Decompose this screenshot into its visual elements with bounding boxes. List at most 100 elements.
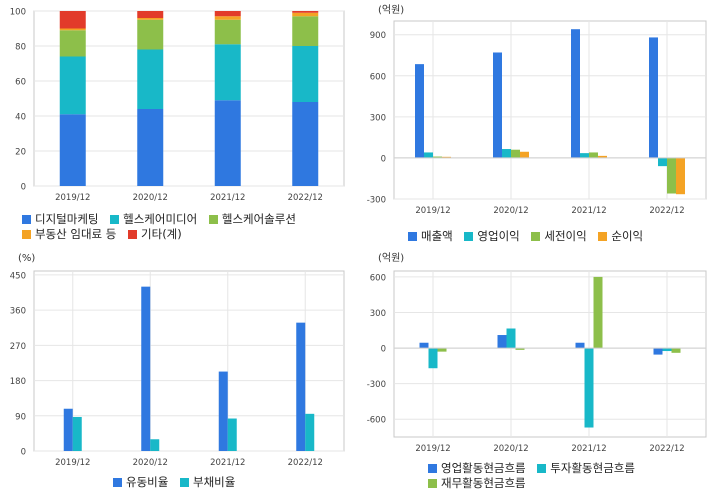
y-tick-label: 90 xyxy=(15,412,26,422)
bar xyxy=(575,342,585,349)
bar xyxy=(424,152,433,158)
bar xyxy=(497,335,507,349)
legend-label: 투자활동현금흐름 xyxy=(550,461,635,475)
x-tick-label: 2021/12 xyxy=(571,444,606,454)
legend-item: 투자활동현금흐름 xyxy=(537,461,635,476)
y-tick-label: -300 xyxy=(367,380,386,390)
legend-label: 순이익 xyxy=(611,229,644,243)
legend-label: 유동비율 xyxy=(126,475,169,489)
legend-item: 헬스케어솔루션 xyxy=(208,212,296,227)
x-tick-label: 2020/12 xyxy=(493,444,528,454)
x-tick-label: 2020/12 xyxy=(133,458,168,468)
x-tick-label: 2022/12 xyxy=(649,444,684,454)
legend-swatch xyxy=(598,232,608,241)
y-tick-label: 300 xyxy=(370,309,386,319)
chart-panel-2: -300 0 300 600 900 2019/12 2020/12 2021/12 2022/… xyxy=(367,4,707,216)
legend-item: 디지털마케팅 xyxy=(22,212,98,227)
bar xyxy=(676,157,685,195)
legend-item: 부채비율 xyxy=(179,475,236,490)
bar xyxy=(415,64,424,158)
legend-swatch xyxy=(208,215,218,224)
legend-item: 영업이익 xyxy=(464,229,520,244)
legend-swatch xyxy=(113,478,122,487)
bar xyxy=(428,348,438,369)
bar xyxy=(593,276,603,349)
bar xyxy=(296,322,306,451)
bar xyxy=(502,149,511,158)
bar xyxy=(662,348,672,352)
y-tick-label: 300 xyxy=(370,113,386,123)
legend-swatch xyxy=(428,464,437,473)
bar-segment xyxy=(59,30,86,57)
y-tick-label: -300 xyxy=(367,196,386,206)
x-tick-label: 2019/12 xyxy=(415,444,450,454)
bar-segment xyxy=(137,49,164,109)
legend-label: 기타(계) xyxy=(141,227,182,241)
legend-item: 순이익 xyxy=(598,229,643,244)
y-tick-label: -600 xyxy=(367,416,386,426)
bar-segment xyxy=(137,109,164,186)
legend-label: 부채비율 xyxy=(192,475,236,489)
legend-label: 영업활동현금흐름 xyxy=(441,461,526,475)
x-tick-label: 2021/12 xyxy=(210,458,245,468)
chart-panel-4: -600 -300 0 300 600 2019/12 2020/12 2021/12 2022… xyxy=(367,252,707,454)
legend-cashflow-chart: 영업활동현금흐름 투자활동현금흐름 재무활동현금흐름 xyxy=(428,461,643,491)
y-tick-label: 100 xyxy=(10,8,26,18)
legend-item: 부동산 임대료 등 xyxy=(22,227,116,242)
legend-label: 세전이익 xyxy=(544,229,587,243)
bar xyxy=(667,157,676,194)
x-tick-label: 2022/12 xyxy=(288,458,323,468)
x-tick-label: 2022/12 xyxy=(288,193,323,203)
y-tick-label: 0 xyxy=(381,345,386,355)
y-tick-label: 60 xyxy=(15,78,26,88)
bar xyxy=(671,348,681,353)
y-tick-label: 600 xyxy=(370,273,386,283)
bar-segment xyxy=(292,102,319,186)
bar xyxy=(437,348,447,352)
legend-swatch xyxy=(128,230,138,239)
bar xyxy=(653,348,663,355)
legend-label: 매출액 xyxy=(421,229,453,243)
x-tick-label: 2021/12 xyxy=(571,206,606,216)
chart-panel-1: 0 20 40 60 80 100 2019/12 2020/12 2021/12 2022/12 xyxy=(10,8,345,203)
bar-segment xyxy=(292,16,319,46)
legend-label: 부동산 임대료 등 xyxy=(35,227,117,241)
unit-label: (억원) xyxy=(378,4,404,16)
x-tick-label: 2019/12 xyxy=(415,206,450,216)
bar-segment xyxy=(59,28,86,31)
bar xyxy=(511,149,520,158)
unit-label: (억원) xyxy=(378,252,404,264)
x-tick-label: 2020/12 xyxy=(493,206,528,216)
legend-swatch xyxy=(22,230,31,239)
legend-income-chart: 매출액 영업이익 세전이익 순이익 xyxy=(408,229,651,244)
legend-swatch xyxy=(179,478,189,487)
legend-item: 매출액 xyxy=(408,229,453,244)
bar xyxy=(305,413,315,451)
legend-item: 유동비율 xyxy=(113,475,168,490)
legend-item: 헬스케어미디어 xyxy=(110,212,197,227)
bar xyxy=(506,328,516,349)
y-tick-label: 0 xyxy=(21,183,26,193)
bar xyxy=(520,151,529,158)
bar-segment xyxy=(59,56,86,115)
x-tick-label: 2019/12 xyxy=(55,458,90,468)
x-tick-label: 2022/12 xyxy=(649,206,684,216)
legend-swatch xyxy=(408,232,417,241)
y-tick-label: 40 xyxy=(15,113,26,123)
bar xyxy=(580,153,589,158)
bar xyxy=(72,416,82,451)
legend-item: 기타(계) xyxy=(128,227,182,242)
bar-segment xyxy=(214,44,241,101)
y-tick-label: 270 xyxy=(10,342,26,352)
bar-segment xyxy=(292,12,319,17)
bar xyxy=(649,37,658,158)
bar-segment xyxy=(137,19,164,50)
bar-segment xyxy=(59,11,86,29)
y-tick-label: 80 xyxy=(15,43,26,53)
bar xyxy=(433,156,442,158)
legend-segment-chart: 디지털마케팅 헬스케어미디어 헬스케어솔루션 부동산 임대료 등 기타(계) xyxy=(22,212,304,242)
y-tick-label: 0 xyxy=(21,448,26,458)
bar xyxy=(150,439,160,451)
legend-label: 헬스케어미디어 xyxy=(123,212,198,226)
